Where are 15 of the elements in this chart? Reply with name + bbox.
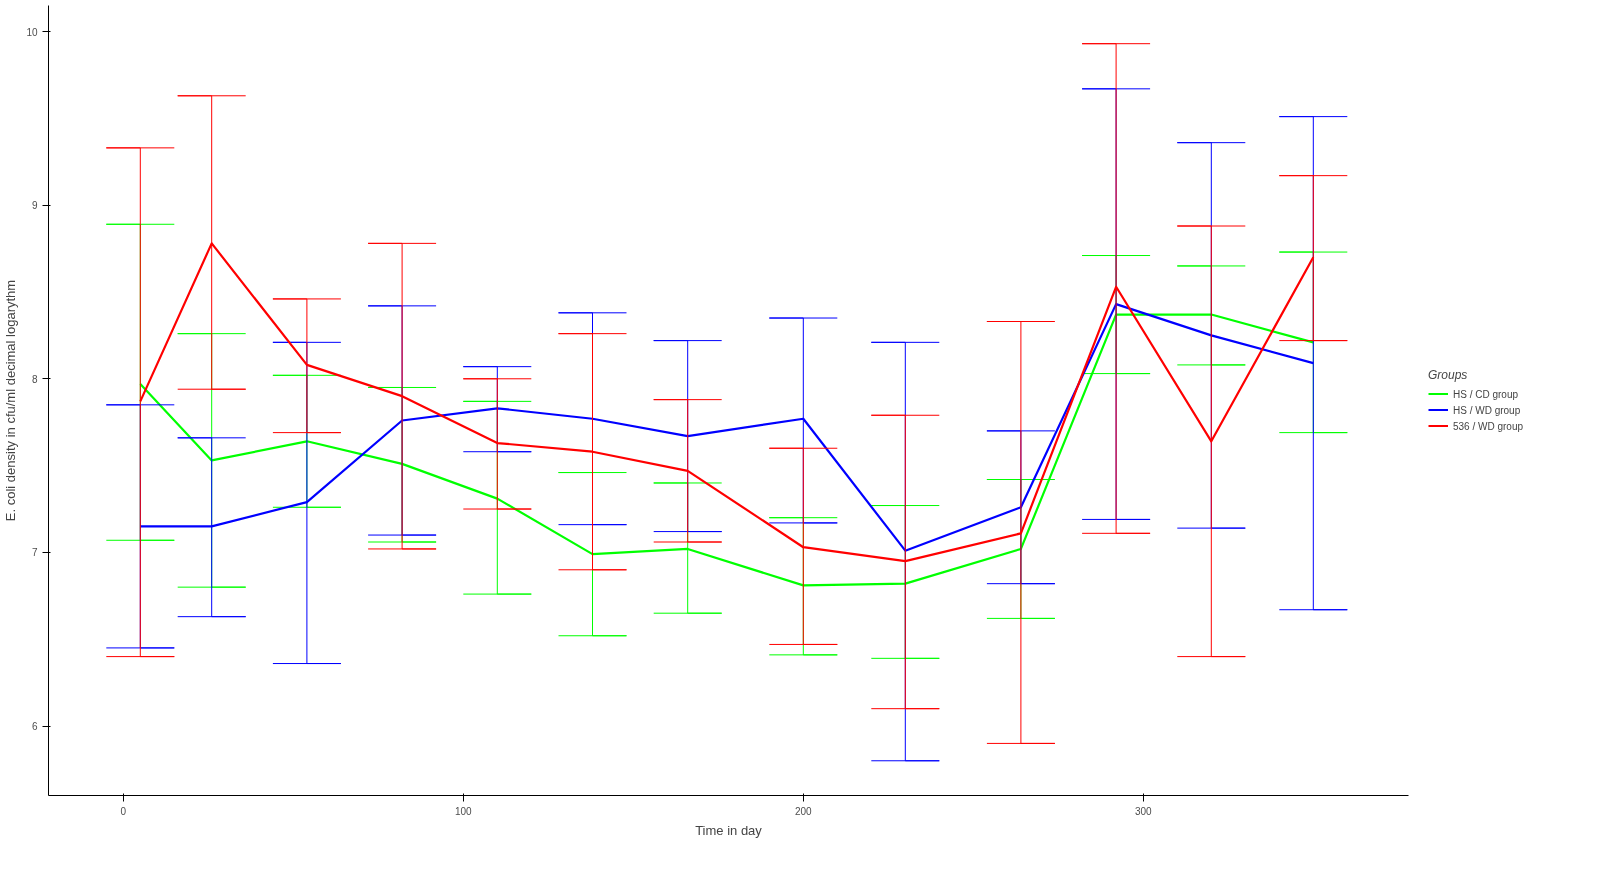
x-tick-label: 100: [454, 805, 473, 817]
legend-label: 536 / WD group: [1453, 419, 1524, 433]
y-axis-title: E. coli density in cfu/ml decimal logarythm: [3, 279, 19, 522]
y-tick-label: 7: [31, 547, 38, 559]
x-tick-label: 200: [794, 805, 813, 817]
legend-label: HS / CD group: [1453, 387, 1519, 401]
x-axis-title: Time in day: [695, 822, 763, 838]
x-tick-label: 300: [1134, 805, 1153, 817]
legend-title: Groups: [1428, 367, 1469, 382]
y-tick-label: 10: [26, 26, 38, 38]
y-tick-label: 6: [31, 721, 38, 733]
legend-label: HS / WD group: [1453, 403, 1521, 417]
y-tick-label: 9: [31, 200, 38, 212]
y-tick-label: 8: [31, 373, 38, 385]
x-tick-label: 0: [120, 805, 127, 817]
